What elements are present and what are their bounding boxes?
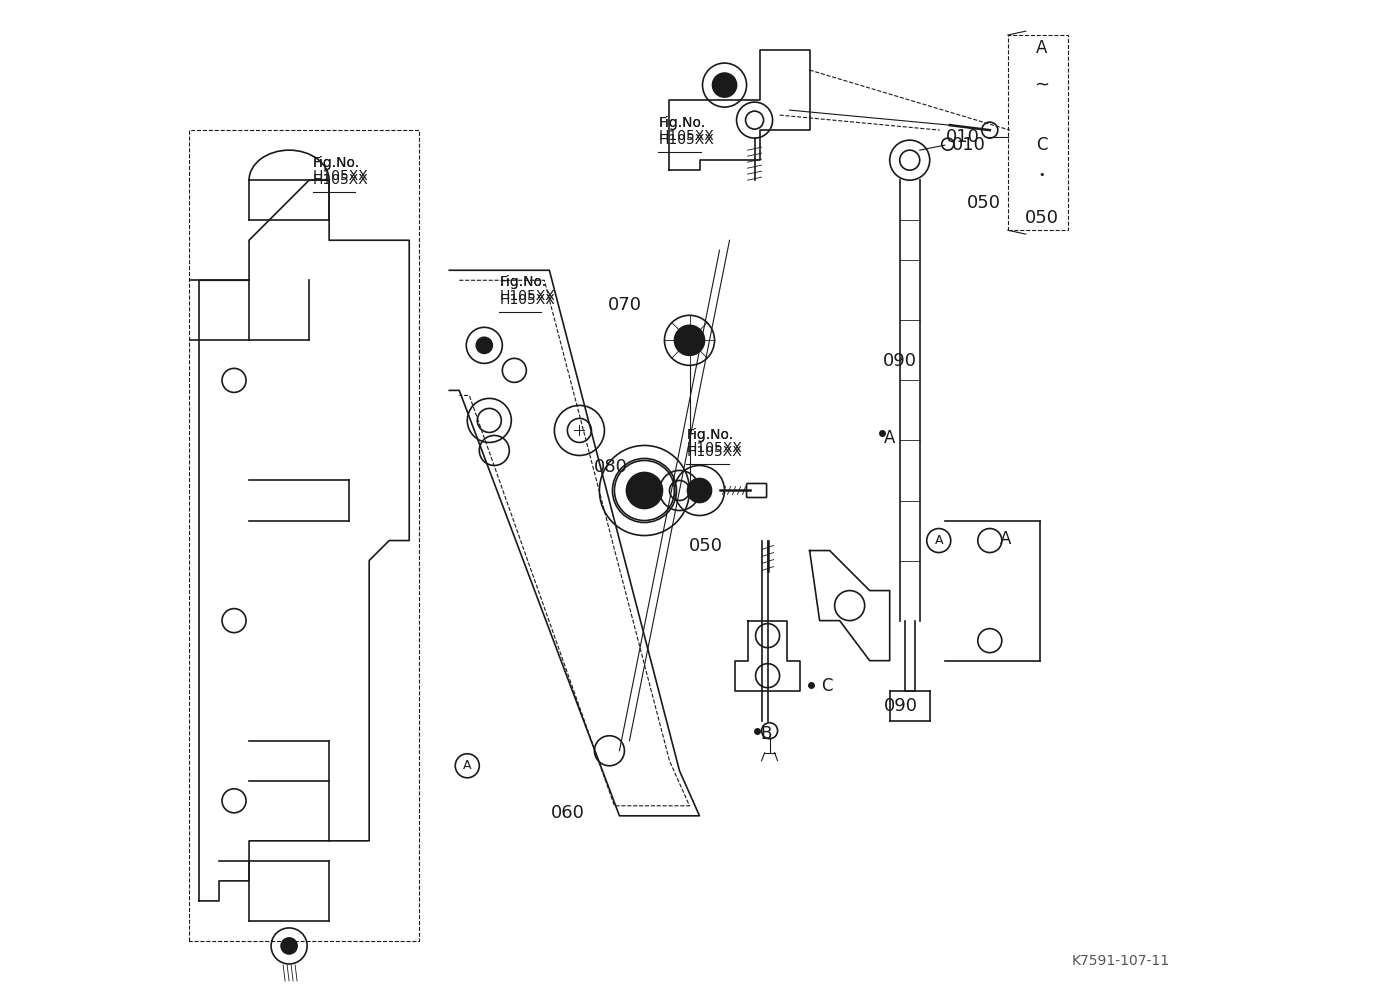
Text: 090: 090 — [883, 352, 917, 370]
Circle shape — [281, 938, 296, 954]
Text: Fig.No.: Fig.No. — [687, 428, 734, 442]
Circle shape — [688, 478, 712, 503]
Text: C: C — [1036, 136, 1048, 154]
Text: 050: 050 — [688, 537, 723, 555]
Text: H105XX: H105XX — [658, 133, 714, 147]
Text: 050: 050 — [967, 194, 1001, 212]
Text: Fig.No.: Fig.No. — [313, 156, 360, 170]
Text: 070: 070 — [607, 296, 641, 314]
Text: H105XX: H105XX — [499, 289, 556, 303]
Text: H105XX: H105XX — [499, 293, 556, 307]
Text: Fig.No.: Fig.No. — [313, 156, 360, 170]
Text: A: A — [884, 429, 895, 447]
Text: Fig.No.: Fig.No. — [687, 428, 734, 442]
Text: Fig.No.: Fig.No. — [499, 275, 546, 289]
Circle shape — [713, 73, 736, 97]
Text: H105XX: H105XX — [658, 129, 714, 143]
Text: Fig.No.: Fig.No. — [658, 116, 706, 130]
Text: 010: 010 — [946, 128, 979, 146]
Text: H105XX: H105XX — [687, 445, 742, 459]
Text: B: B — [761, 725, 772, 743]
Text: 080: 080 — [593, 458, 627, 476]
Text: A: A — [1036, 39, 1048, 57]
Text: A: A — [463, 760, 472, 772]
Text: H105XX: H105XX — [313, 173, 368, 187]
Text: 060: 060 — [552, 804, 585, 822]
Text: Fig.No.: Fig.No. — [499, 275, 546, 289]
Text: 050: 050 — [1025, 209, 1059, 227]
Text: 090: 090 — [884, 697, 917, 715]
FancyBboxPatch shape — [746, 483, 767, 497]
Text: C: C — [821, 677, 832, 695]
Text: H105XX: H105XX — [687, 441, 742, 455]
Text: •: • — [1038, 170, 1045, 180]
Text: H105XX: H105XX — [313, 169, 368, 183]
Text: K7591-107-11: K7591-107-11 — [1071, 954, 1169, 968]
Text: Fig.No.: Fig.No. — [658, 116, 706, 130]
Circle shape — [674, 325, 705, 355]
Text: 010: 010 — [952, 136, 986, 154]
Text: A: A — [1000, 530, 1011, 548]
Circle shape — [476, 337, 492, 353]
Text: ∼: ∼ — [1034, 76, 1049, 94]
Text: A: A — [935, 535, 943, 547]
Circle shape — [626, 472, 662, 509]
